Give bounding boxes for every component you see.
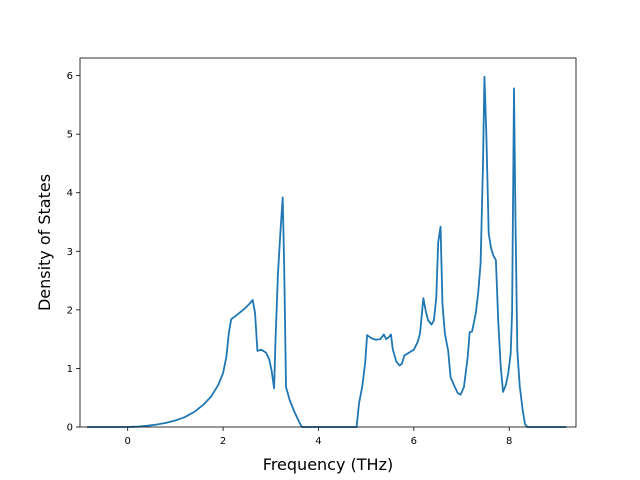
y-tick-label: 3	[67, 247, 73, 258]
x-tick-label: 0	[125, 436, 131, 447]
y-tick-label: 0	[67, 423, 73, 434]
y-tick-label: 6	[67, 71, 73, 82]
plot-frame	[79, 57, 577, 428]
plot-area	[80, 58, 576, 427]
series-line	[87, 75, 567, 428]
x-tick-label: 6	[411, 436, 417, 447]
x-tick-label: 4	[315, 436, 321, 447]
y-tick-label: 2	[67, 305, 73, 316]
y-axis-title: Density of States	[35, 174, 54, 311]
x-axis-ticks: 0 2 4 6 8	[125, 427, 512, 447]
x-tick-label: 8	[506, 436, 512, 447]
y-axis-ticks: 0 1 2 3 4 5 6	[67, 71, 80, 434]
x-tick-label: 2	[220, 436, 226, 447]
y-tick-label: 1	[67, 364, 73, 375]
y-tick-label: 4	[67, 188, 73, 199]
y-tick-label: 5	[67, 130, 73, 141]
x-axis-title: Frequency (THz)	[263, 455, 393, 474]
